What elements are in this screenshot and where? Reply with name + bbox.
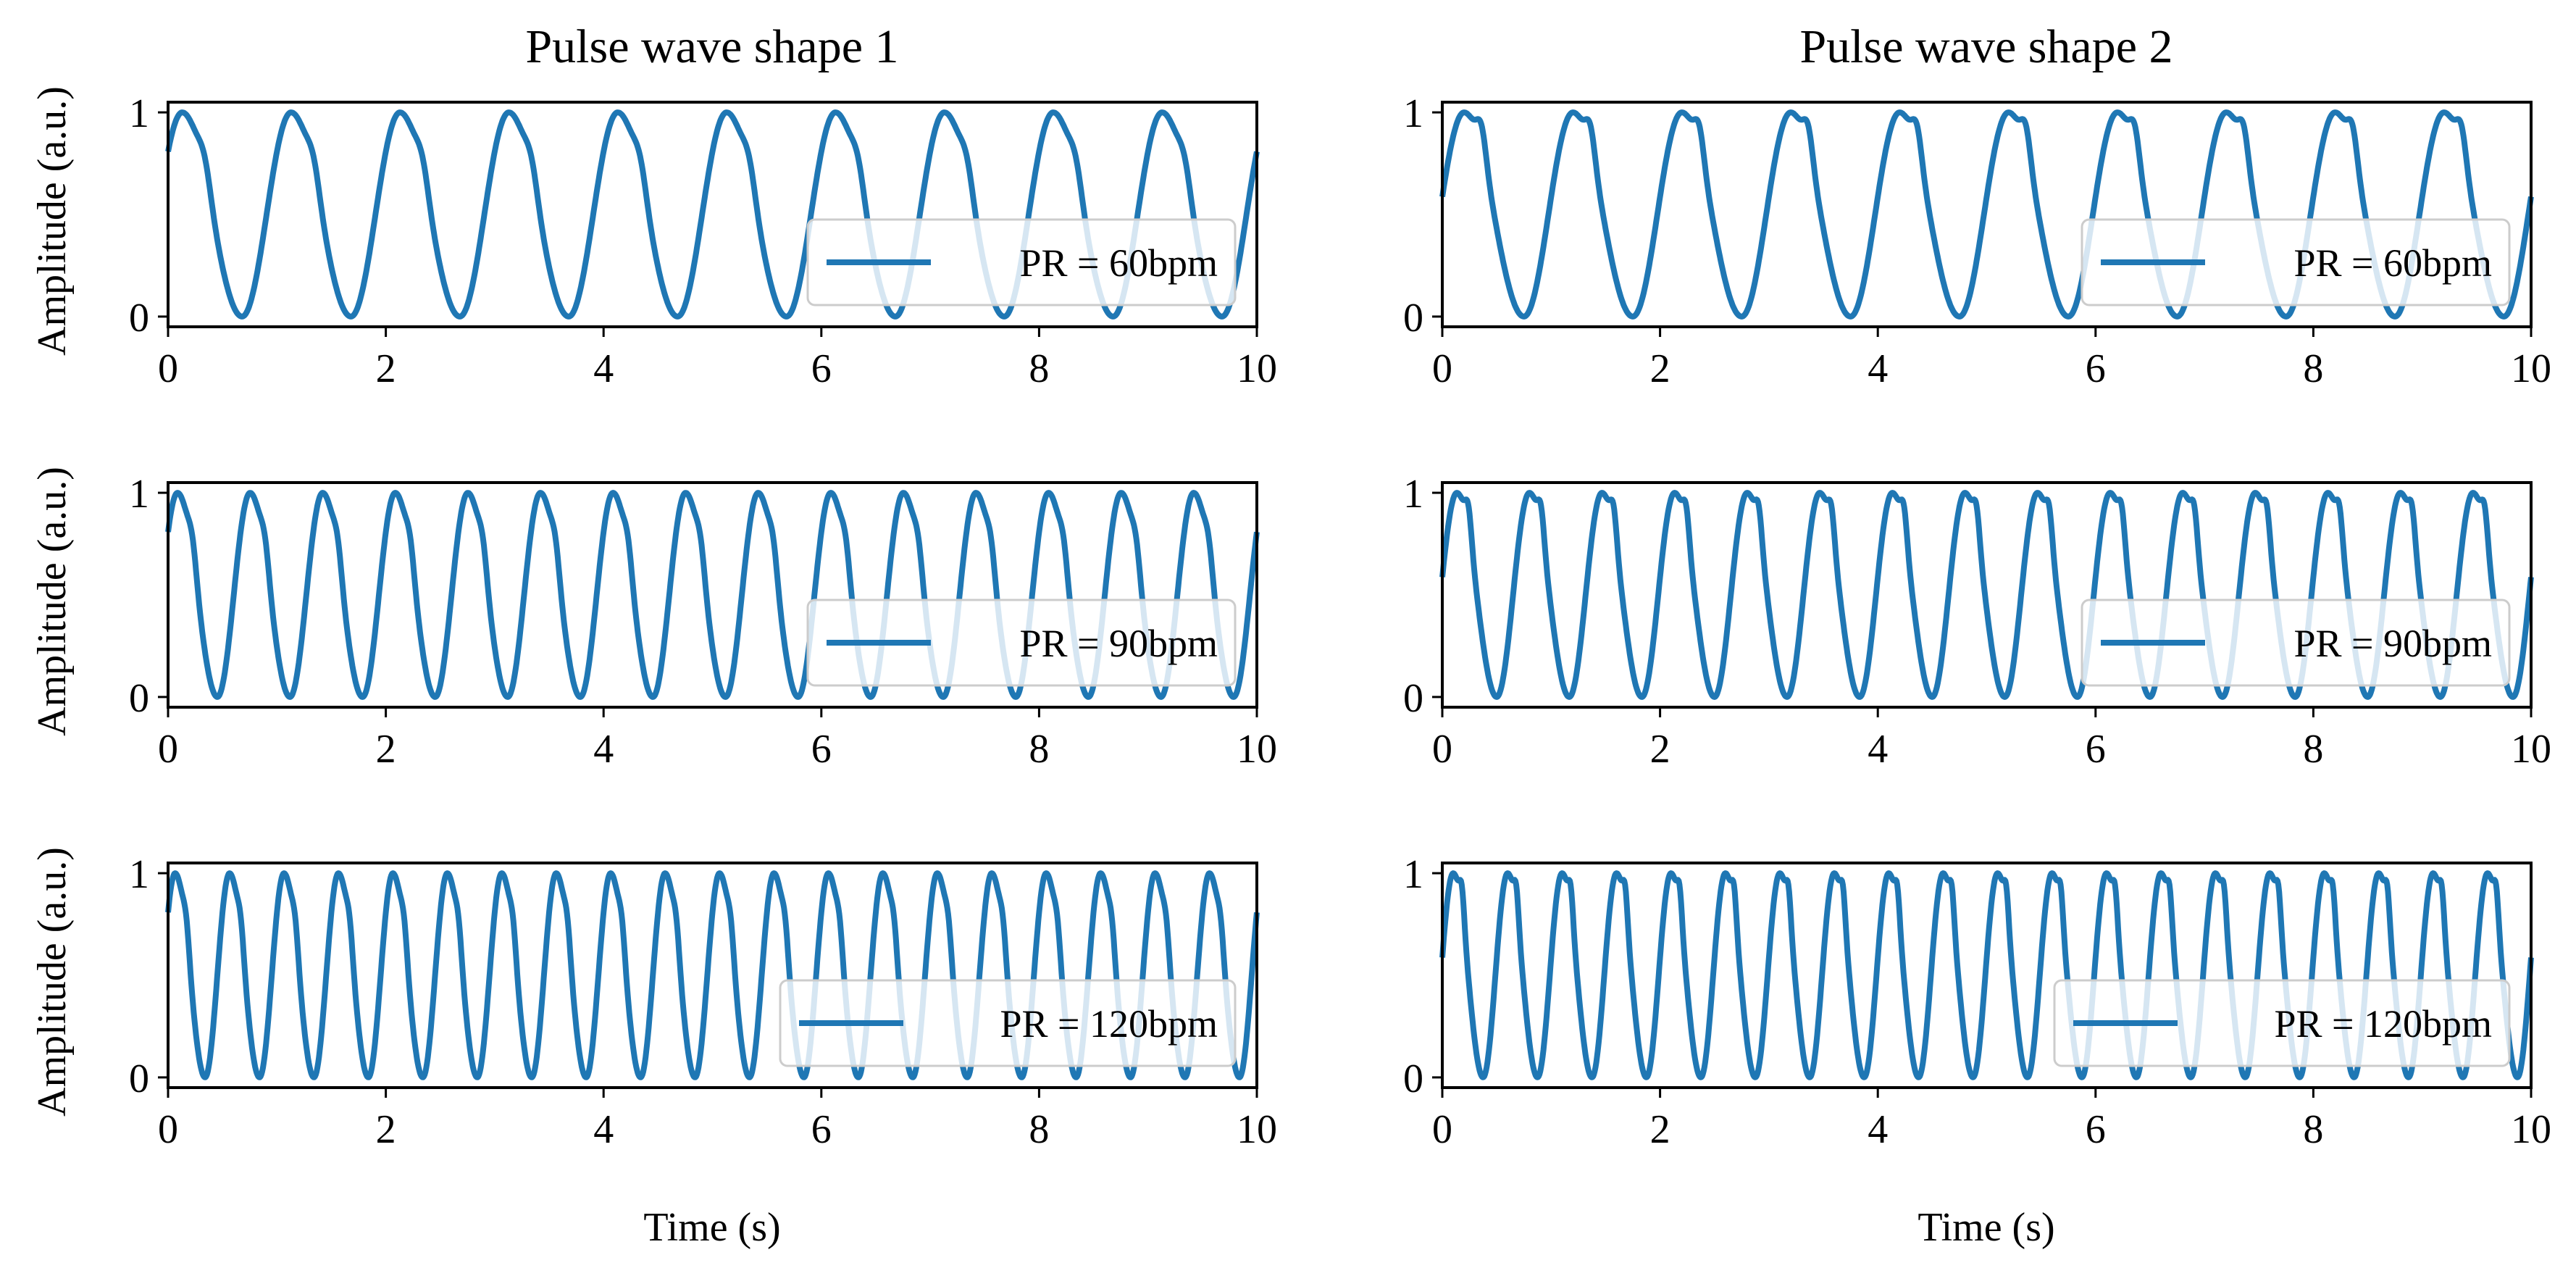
y-axis-label-row-2: Amplitude (a.u.) (30, 467, 75, 736)
x-tick-label: 6 (811, 1107, 832, 1152)
x-tick-label: 8 (1029, 727, 1049, 772)
x-tick-label: 10 (1237, 727, 1277, 772)
x-tick-label: 10 (2511, 346, 2551, 391)
x-axis-label-column-2: Time (s) (1918, 1205, 2054, 1250)
subplot-s2-60: 0 2 4 6 8 10 0 1 PR = 60bpm (1403, 91, 2551, 391)
x-tick-label: 4 (593, 1107, 614, 1152)
x-tick-label: 8 (1029, 346, 1049, 391)
y-tick-label: 0 (1403, 1056, 1423, 1101)
subplot-s1-90: 0 2 4 6 8 10 0 1 PR = 90bpm (129, 472, 1277, 772)
x-tick-label: 2 (1650, 1107, 1670, 1152)
y-tick-label: 1 (129, 472, 149, 517)
series-line (1439, 109, 2534, 320)
x-tick-label: 6 (811, 727, 832, 772)
x-tick-label: 4 (1868, 727, 1888, 772)
legend-label: PR = 120bpm (2274, 1002, 2492, 1046)
x-tick-label: 0 (1432, 727, 1452, 772)
x-tick-label: 6 (2086, 1107, 2106, 1152)
x-tick-label: 8 (1029, 1107, 1049, 1152)
legend-label: PR = 90bpm (1019, 622, 1218, 665)
subplot-s1-60: 0 2 4 6 8 10 0 1 PR = 60bpm (129, 91, 1277, 391)
x-tick-label: 10 (2511, 727, 2551, 772)
legend-box (2053, 979, 2511, 1067)
x-tick-label: 0 (158, 727, 178, 772)
y-tick-label: 0 (129, 296, 149, 341)
legend-box (806, 599, 1237, 687)
column-title-shape-1: Pulse wave shape 1 (525, 20, 898, 73)
x-tick-label: 8 (2303, 727, 2323, 772)
x-tick-label: 8 (2303, 346, 2323, 391)
legend-box (2081, 218, 2511, 307)
legend-label: PR = 120bpm (1000, 1002, 1218, 1046)
legend: PR = 120bpm (779, 979, 1237, 1067)
y-axis-label-row-3: Amplitude (a.u.) (30, 847, 75, 1117)
legend: PR = 90bpm (806, 599, 1237, 687)
legend-label: PR = 90bpm (2293, 622, 2492, 665)
legend-box (779, 979, 1237, 1067)
x-tick-label: 4 (1868, 346, 1888, 391)
axes-frame (167, 481, 1258, 709)
subplot-s2-90: 0 2 4 6 8 10 0 1 PR = 90bpm (1403, 472, 2551, 772)
y-tick-label: 0 (1403, 676, 1423, 721)
legend-label: PR = 60bpm (2293, 241, 2492, 285)
y-tick-label: 0 (129, 676, 149, 721)
x-tick-label: 2 (376, 727, 396, 772)
legend-label: PR = 60bpm (1019, 241, 1218, 285)
y-tick-label: 0 (129, 1056, 149, 1101)
x-tick-label: 2 (1650, 346, 1670, 391)
x-tick-label: 2 (376, 346, 396, 391)
y-tick-label: 1 (1403, 91, 1423, 136)
axes-frame (167, 862, 1258, 1089)
y-tick-label: 1 (129, 852, 149, 897)
y-tick-label: 1 (129, 91, 149, 136)
axes-frame (1441, 101, 2533, 328)
x-tick-label: 4 (593, 346, 614, 391)
y-tick-label: 1 (1403, 852, 1423, 897)
legend: PR = 120bpm (2053, 979, 2511, 1067)
x-tick-label: 0 (158, 1107, 178, 1152)
series-line (165, 870, 1260, 1080)
x-tick-label: 0 (158, 346, 178, 391)
column-title-shape-2: Pulse wave shape 2 (1799, 20, 2173, 73)
legend: PR = 60bpm (806, 218, 1237, 307)
x-tick-label: 4 (593, 727, 614, 772)
subplot-s1-120: 0 2 4 6 8 10 0 1 PR = 120bpm (129, 852, 1277, 1152)
subplot-s2-120: 0 2 4 6 8 10 0 1 PR = 120bpm (1403, 852, 2551, 1152)
y-tick-label: 1 (1403, 472, 1423, 517)
x-tick-label: 6 (2086, 727, 2106, 772)
x-tick-label: 6 (2086, 346, 2106, 391)
series-line (165, 109, 1260, 320)
x-tick-label: 6 (811, 346, 832, 391)
x-axis-label-column-1: Time (s) (643, 1205, 780, 1250)
axes-frame (1441, 481, 2533, 709)
legend-box (2081, 599, 2511, 687)
x-tick-label: 4 (1868, 1107, 1888, 1152)
axes-frame (167, 101, 1258, 328)
x-tick-label: 8 (2303, 1107, 2323, 1152)
x-tick-label: 10 (1237, 346, 1277, 391)
axes-frame (1441, 862, 2533, 1089)
x-tick-label: 0 (1432, 346, 1452, 391)
legend-box (806, 218, 1237, 307)
x-tick-label: 10 (2511, 1107, 2551, 1152)
x-tick-label: 2 (1650, 727, 1670, 772)
x-tick-label: 10 (1237, 1107, 1277, 1152)
legend: PR = 60bpm (2081, 218, 2511, 307)
y-axis-label-row-1: Amplitude (a.u.) (30, 86, 75, 356)
legend: PR = 90bpm (2081, 599, 2511, 687)
y-tick-label: 0 (1403, 296, 1423, 341)
x-tick-label: 0 (1432, 1107, 1452, 1152)
x-tick-label: 2 (376, 1107, 396, 1152)
